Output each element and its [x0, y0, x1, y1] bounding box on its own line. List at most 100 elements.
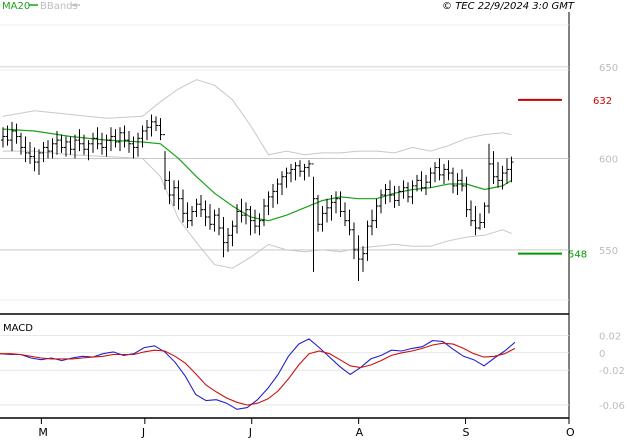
price-gridlines — [0, 24, 569, 301]
ohlc-bar — [32, 147, 37, 172]
ohlc-bar — [19, 132, 23, 155]
ohlc-bar — [442, 163, 446, 185]
ohlc-bar — [257, 213, 262, 236]
ohlc-bar — [316, 195, 320, 232]
macd-title: MACD — [3, 323, 33, 334]
macd-tick-label: -0.02 — [599, 366, 625, 377]
ohlc-bar — [82, 134, 86, 155]
ohlc-bar — [469, 200, 473, 227]
price-bars — [1, 114, 514, 282]
ohlc-bar — [14, 123, 19, 144]
month-label: O — [566, 426, 575, 439]
ohlc-bar — [217, 207, 221, 236]
ohlc-bar — [118, 127, 122, 152]
legend-bbands: BBands — [40, 1, 78, 12]
ohlc-bar — [104, 134, 109, 157]
ohlc-bar — [91, 132, 95, 153]
ohlc-bar — [46, 140, 50, 159]
ohlc-bar — [320, 206, 325, 232]
ohlc-bar — [482, 202, 487, 228]
ohlc-bar — [302, 163, 307, 181]
ohlc-bar — [50, 138, 55, 159]
ohlc-bar — [248, 206, 253, 236]
ohlc-bar — [491, 151, 496, 185]
ohlc-bar — [55, 130, 59, 155]
ohlc-bar — [419, 171, 424, 192]
ohlc-bar — [239, 198, 244, 223]
ohlc-bar — [356, 235, 361, 282]
macd-lines — [0, 338, 516, 410]
ohlc-bar — [154, 116, 158, 131]
ohlc-bar — [226, 227, 230, 252]
ohlc-bar — [509, 156, 514, 183]
ohlc-bar — [338, 191, 343, 217]
ohlc-bar — [410, 180, 415, 205]
ohlc-bar — [374, 198, 379, 228]
ohlc-bar — [109, 127, 113, 152]
ohlc-bar — [352, 222, 356, 260]
ohlc-bar — [1, 127, 5, 148]
macd-tick-label: 0 — [599, 349, 605, 360]
price-y-axis: 550 600 650 — [599, 63, 618, 257]
ohlc-bar — [284, 167, 289, 188]
copyright-text: © TEC 22/9/2024 3:0 GMT — [442, 1, 575, 12]
ohlc-bar — [163, 134, 167, 190]
ohlc-bar — [446, 160, 451, 181]
ohlc-bar — [208, 204, 212, 230]
ohlc-bar — [194, 198, 199, 217]
ohlc-bar — [23, 136, 28, 163]
ohlc-bar — [478, 213, 482, 230]
ohlc-bar — [500, 165, 505, 190]
macd-tick-label: -0.06 — [599, 401, 625, 412]
macd-y-axis: 0.02 0 -0.02 -0.06 — [599, 331, 625, 412]
ohlc-bar — [262, 198, 266, 227]
ohlc-bar — [131, 136, 136, 159]
ohlc-bar — [145, 119, 149, 141]
ohlc-bar — [230, 220, 235, 247]
ma20-path — [2, 128, 512, 222]
bbands-lower-line — [3, 150, 512, 269]
ohlc-bar — [347, 209, 352, 236]
support-resistance-levels: 632 548 — [518, 96, 612, 261]
ohlc-bar — [244, 202, 248, 225]
month-label: J — [248, 426, 252, 439]
ohlc-bar — [496, 162, 500, 188]
ohlc-bar — [370, 209, 374, 236]
ohlc-bar — [140, 125, 145, 148]
ohlc-bar — [5, 125, 10, 146]
ohlc-bar — [401, 180, 406, 199]
ohlc-bar — [406, 182, 410, 203]
macd-tick-label: 0.02 — [599, 331, 621, 342]
resistance-label: 632 — [593, 96, 612, 107]
ohlc-bar — [415, 174, 419, 192]
ohlc-bar — [428, 167, 433, 188]
month-label: A — [356, 426, 364, 439]
ohlc-bar — [365, 220, 370, 261]
ohlc-bar — [433, 162, 437, 183]
ohlc-bar — [235, 204, 239, 234]
ohlc-bar — [190, 206, 194, 227]
month-label: S — [463, 426, 470, 439]
support-label: 548 — [568, 250, 587, 261]
ohlc-bar — [95, 127, 100, 150]
price-tick-label: 650 — [599, 63, 618, 74]
ohlc-bar — [307, 160, 311, 177]
ohlc-bar — [199, 195, 203, 217]
ohlc-bar — [59, 134, 64, 153]
ohlc-bar — [464, 176, 469, 217]
ohlc-bar — [100, 132, 104, 155]
ohlc-bar — [167, 171, 172, 205]
ohlc-bar — [397, 185, 401, 207]
ohlc-bar — [392, 185, 397, 208]
ohlc-bar — [181, 189, 185, 223]
ohlc-bar — [437, 158, 442, 181]
ohlc-bar — [86, 140, 91, 161]
ohlc-bar — [329, 195, 334, 221]
signal-path — [0, 342, 516, 406]
ohlc-bar — [473, 206, 478, 236]
ohlc-bar — [289, 163, 293, 183]
ohlc-bar — [221, 216, 226, 258]
ohlc-bar — [28, 141, 32, 164]
macd-path — [0, 338, 516, 410]
ohlc-bar — [158, 118, 163, 141]
